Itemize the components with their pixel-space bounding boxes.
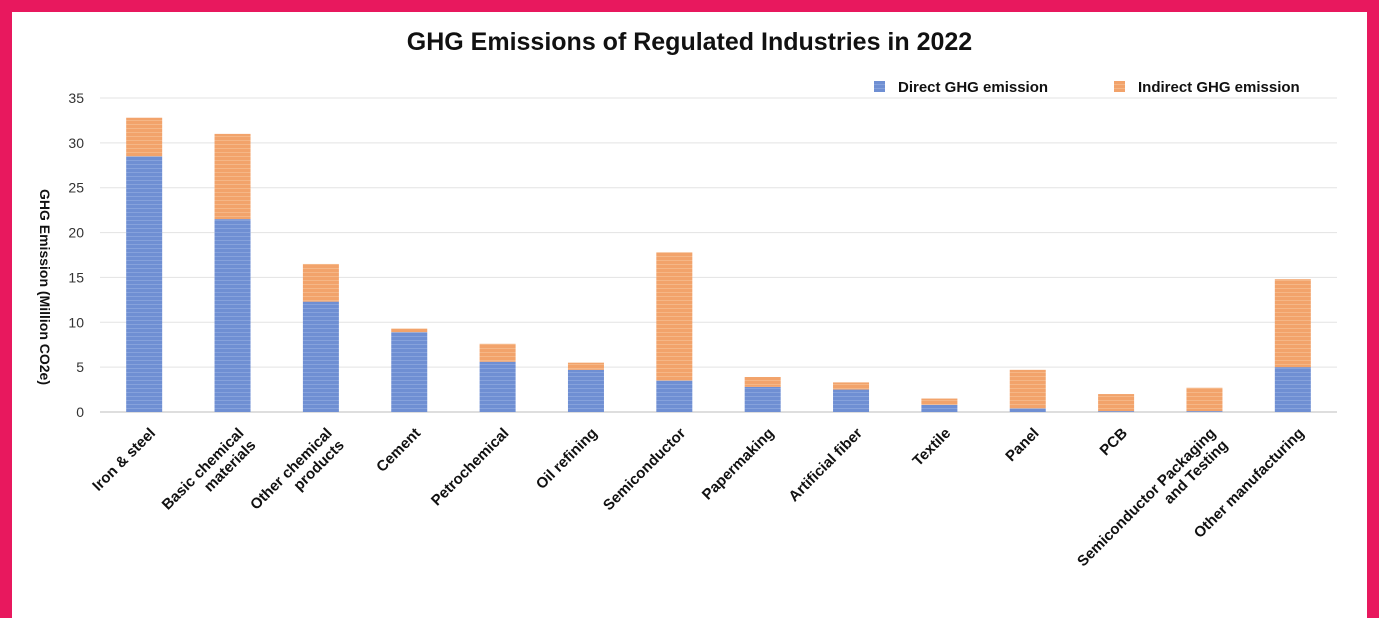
x-tick-label: Papermaking <box>699 425 778 504</box>
legend-swatch-direct <box>874 81 885 92</box>
bar-segment-indirect <box>744 377 781 387</box>
y-axis: 0 5 10 15 20 25 30 35 <box>68 90 84 420</box>
x-tick-label: Textile <box>909 425 954 470</box>
x-tick-label: PCB <box>1097 425 1132 460</box>
bar-segment-indirect <box>214 133 251 220</box>
bar-segment-direct <box>1274 367 1311 412</box>
bar-segment-direct <box>833 389 870 412</box>
y-tick-label: 15 <box>68 269 84 285</box>
x-tick-label: Petrochemical <box>428 425 513 510</box>
bar-segment-direct <box>479 361 516 412</box>
bar-segment-direct <box>656 380 693 412</box>
y-tick-label: 20 <box>68 225 84 241</box>
bar-segment-indirect <box>391 328 428 333</box>
bar-segment-indirect <box>1186 387 1223 412</box>
x-tick-label: Other chemicalproducts <box>247 425 348 526</box>
x-tick-label: Panel <box>1002 425 1042 465</box>
x-tick-label: Cement <box>373 425 424 476</box>
gridlines <box>100 97 1337 413</box>
bar-segment-direct <box>567 369 604 412</box>
x-tick-label: Iron & steel <box>89 425 159 495</box>
bar-segment-indirect <box>126 117 163 157</box>
bar-segment-indirect <box>479 343 516 362</box>
legend: Direct GHG emission Indirect GHG emission <box>874 79 1300 96</box>
bar-segment-indirect <box>567 362 604 370</box>
legend-label-indirect: Indirect GHG emission <box>1138 79 1300 96</box>
x-tick-label: Oil refining <box>533 425 601 493</box>
y-tick-label: 10 <box>68 314 84 330</box>
y-tick-label: 25 <box>68 180 84 196</box>
bars <box>126 117 1311 412</box>
bar-segment-direct <box>1009 408 1046 412</box>
bar-segment-direct <box>744 386 781 412</box>
bar-segment-direct <box>1098 411 1135 412</box>
bar-segment-direct <box>1186 411 1223 412</box>
y-tick-label: 30 <box>68 135 84 151</box>
bar-segment-indirect <box>921 398 958 405</box>
legend-label-direct: Direct GHG emission <box>898 79 1048 96</box>
chart-panel: GHG Emissions of Regulated Industries in… <box>12 12 1367 618</box>
x-axis-labels: Iron & steel Basic chemicalmaterialsOther… <box>89 425 1307 570</box>
bar-segment-direct <box>214 219 251 412</box>
bar-segment-direct <box>921 404 958 412</box>
y-axis-label: GHG Emission (Million CO2e) <box>37 189 53 385</box>
bar-segment-indirect <box>833 382 870 390</box>
bar-segment-direct <box>391 332 428 412</box>
x-tick-label: Basic chemicalmaterials <box>159 425 260 526</box>
y-tick-label: 0 <box>76 404 84 420</box>
bar-segment-indirect <box>656 252 693 381</box>
legend-swatch-indirect <box>1114 81 1125 92</box>
bar-segment-indirect <box>1274 279 1311 368</box>
bar-segment-direct <box>126 156 163 412</box>
y-tick-label: 35 <box>68 90 84 106</box>
x-tick-label: Artificial fiber <box>785 425 866 506</box>
chart-title: GHG Emissions of Regulated Industries in… <box>406 28 973 56</box>
bar-segment-indirect <box>1009 369 1046 409</box>
bar-segment-indirect <box>1098 394 1135 412</box>
bar-segment-indirect <box>302 263 339 302</box>
stacked-bar-chart: 0 5 10 15 20 25 30 35 GHG Emission (Million CO2… <box>37 79 1337 570</box>
x-tick-label: Semiconductor <box>600 425 689 514</box>
y-tick-label: 5 <box>76 359 84 375</box>
bar-segment-direct <box>302 301 339 412</box>
